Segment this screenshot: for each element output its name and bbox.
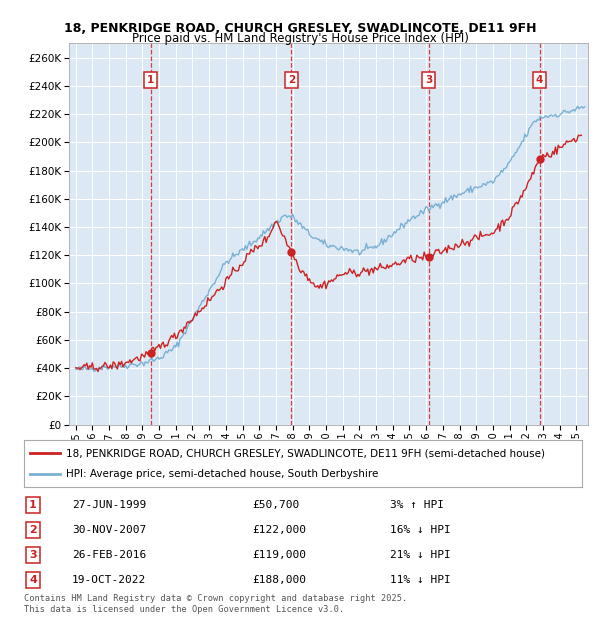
Text: 2: 2 — [287, 74, 295, 84]
Text: 3: 3 — [29, 550, 37, 560]
Text: 3: 3 — [425, 74, 432, 84]
Text: 1: 1 — [29, 500, 37, 510]
Text: 11% ↓ HPI: 11% ↓ HPI — [390, 575, 451, 585]
Text: 30-NOV-2007: 30-NOV-2007 — [72, 525, 146, 535]
Text: 19-OCT-2022: 19-OCT-2022 — [72, 575, 146, 585]
Text: 26-FEB-2016: 26-FEB-2016 — [72, 550, 146, 560]
Text: Contains HM Land Registry data © Crown copyright and database right 2025.
This d: Contains HM Land Registry data © Crown c… — [24, 595, 407, 614]
Text: 16% ↓ HPI: 16% ↓ HPI — [390, 525, 451, 535]
Text: 18, PENKRIDGE ROAD, CHURCH GRESLEY, SWADLINCOTE, DE11 9FH (semi-detached house): 18, PENKRIDGE ROAD, CHURCH GRESLEY, SWAD… — [66, 448, 545, 458]
Text: £188,000: £188,000 — [252, 575, 306, 585]
Text: 4: 4 — [29, 575, 37, 585]
Text: 4: 4 — [536, 74, 543, 84]
Text: £122,000: £122,000 — [252, 525, 306, 535]
Text: 1: 1 — [147, 74, 154, 84]
Text: 27-JUN-1999: 27-JUN-1999 — [72, 500, 146, 510]
Text: HPI: Average price, semi-detached house, South Derbyshire: HPI: Average price, semi-detached house,… — [66, 469, 378, 479]
Text: 2: 2 — [29, 525, 37, 535]
Text: £119,000: £119,000 — [252, 550, 306, 560]
Text: £50,700: £50,700 — [252, 500, 299, 510]
Text: 3% ↑ HPI: 3% ↑ HPI — [390, 500, 444, 510]
Text: Price paid vs. HM Land Registry's House Price Index (HPI): Price paid vs. HM Land Registry's House … — [131, 32, 469, 45]
Text: 18, PENKRIDGE ROAD, CHURCH GRESLEY, SWADLINCOTE, DE11 9FH: 18, PENKRIDGE ROAD, CHURCH GRESLEY, SWAD… — [64, 22, 536, 35]
Text: 21% ↓ HPI: 21% ↓ HPI — [390, 550, 451, 560]
